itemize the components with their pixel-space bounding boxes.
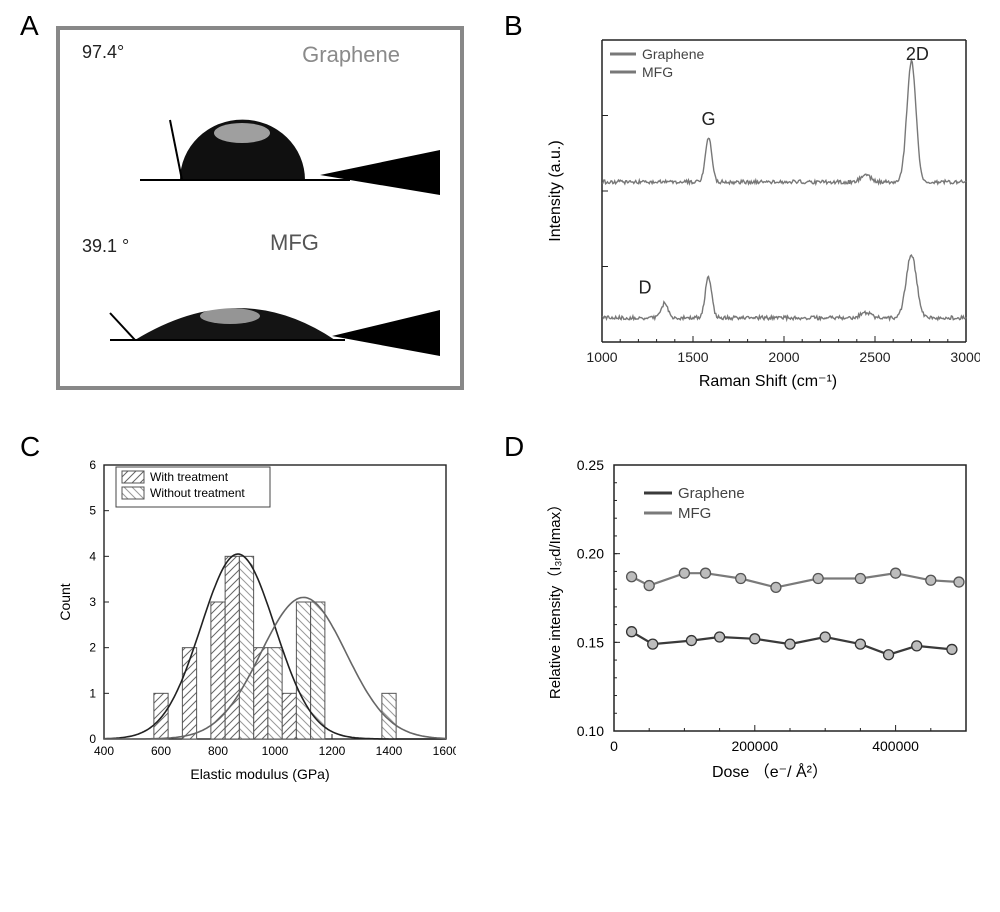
panel-a-upper-image: [60, 60, 460, 200]
svg-text:400000: 400000: [872, 738, 919, 754]
svg-text:With treatment: With treatment: [150, 470, 229, 484]
svg-text:0.20: 0.20: [577, 546, 604, 562]
svg-text:Graphene: Graphene: [678, 485, 745, 502]
svg-text:Raman Shift (cm⁻¹): Raman Shift (cm⁻¹): [699, 373, 837, 390]
panel-c-chart: 400 600 800 1000 1200 1400 1600 0 1 2 3 4 5 6 With tre…: [56, 447, 456, 787]
svg-text:2: 2: [89, 641, 96, 655]
svg-text:D: D: [638, 278, 651, 298]
svg-text:Elastic modulus (GPa): Elastic modulus (GPa): [190, 766, 329, 782]
svg-text:0: 0: [89, 732, 96, 746]
svg-text:0: 0: [610, 738, 618, 754]
svg-text:1600: 1600: [433, 744, 456, 758]
svg-text:0.15: 0.15: [577, 634, 604, 650]
panel-d-chart: 0 200000 400000 0.10 0.15 0.20 0.25 Graphene MFG…: [540, 447, 980, 787]
svg-text:1: 1: [89, 686, 96, 700]
panel-b-label: B: [504, 10, 523, 42]
svg-text:800: 800: [208, 744, 228, 758]
svg-text:Relative intensity（I₃ᵣd/Imax）: Relative intensity（I₃ᵣd/Imax）: [547, 497, 564, 699]
panel-c: C 40060080010001200140016000123456With t…: [20, 441, 474, 792]
svg-text:200000: 200000: [731, 738, 778, 754]
svg-text:2D: 2D: [906, 44, 929, 64]
panel-d-label: D: [504, 431, 524, 463]
svg-text:1400: 1400: [376, 744, 403, 758]
svg-text:600: 600: [151, 744, 171, 758]
svg-text:Graphene: Graphene: [642, 46, 704, 62]
svg-text:4: 4: [89, 549, 96, 563]
svg-text:Intensity (a.u.): Intensity (a.u.): [547, 140, 564, 241]
figure-grid: A 97.4° Graphene: [20, 20, 980, 792]
svg-text:3000: 3000: [950, 349, 980, 365]
svg-text:MFG: MFG: [678, 505, 711, 522]
panel-a: A 97.4° Graphene: [20, 20, 474, 401]
svg-text:6: 6: [89, 458, 96, 472]
panel-d: D 02000004000000.100.150.200.25GrapheneM…: [504, 441, 980, 792]
svg-text:Count: Count: [57, 583, 73, 620]
panel-b-chart: 1000 1500 2000 2500 3000 D G 2D Graphene MFG Raman…: [540, 26, 980, 396]
panel-b: B 10001500200025003000DG2DGrapheneMFGRam…: [504, 20, 980, 401]
svg-text:Without treatment: Without treatment: [150, 486, 245, 500]
panel-a-lower-image: [60, 258, 460, 358]
panel-c-label: C: [20, 431, 40, 463]
panel-a-label: A: [20, 10, 39, 42]
panel-a-frame: 97.4° Graphene 39.1 °: [56, 26, 464, 390]
svg-text:400: 400: [94, 744, 114, 758]
svg-text:0.10: 0.10: [577, 723, 604, 739]
svg-text:2500: 2500: [859, 349, 890, 365]
svg-text:2000: 2000: [768, 349, 799, 365]
svg-text:3: 3: [89, 595, 96, 609]
svg-text:0.25: 0.25: [577, 457, 604, 473]
svg-text:1000: 1000: [262, 744, 289, 758]
panel-a-lower-angle: 39.1 °: [82, 236, 129, 257]
svg-text:G: G: [701, 109, 715, 129]
svg-text:1500: 1500: [677, 349, 708, 365]
svg-text:1200: 1200: [319, 744, 346, 758]
svg-text:MFG: MFG: [642, 64, 673, 80]
svg-text:1000: 1000: [586, 349, 617, 365]
svg-text:5: 5: [89, 504, 96, 518]
panel-a-lower-title: MFG: [270, 230, 319, 256]
svg-text:Dose （e⁻/ Å²）: Dose （e⁻/ Å²）: [712, 762, 828, 781]
